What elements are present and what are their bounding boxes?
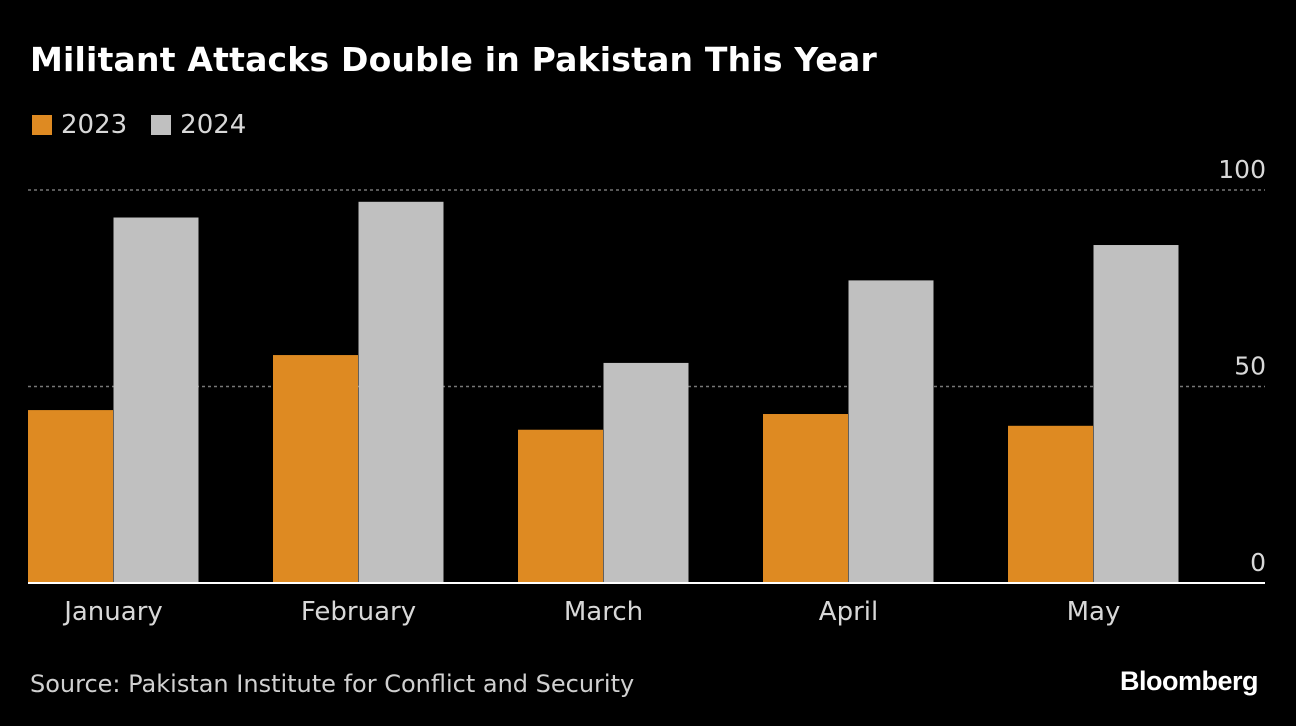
bar-chart: 0 50 100 January February March April May: [28, 155, 1266, 627]
x-tick-label-january: January: [62, 597, 163, 627]
bar-2024-january: [113, 217, 199, 583]
y-tick-label-50: 50: [1234, 352, 1266, 381]
legend-item-2024: 2024: [151, 110, 246, 140]
legend-label-2024: 2024: [180, 110, 247, 140]
bar-2023-february: [273, 355, 358, 583]
legend-label-2023: 2023: [61, 110, 128, 140]
source-note: Source: Pakistan Institute for Conflict …: [30, 670, 635, 698]
bar-2024-march: [603, 362, 689, 583]
legend: 2023 2024: [32, 108, 270, 142]
legend-swatch-2023: [32, 115, 52, 135]
x-tick-label-april: April: [819, 597, 878, 627]
legend-swatch-2024: [151, 115, 172, 135]
x-tick-label-may: May: [1067, 597, 1121, 627]
y-tick-label-100: 100: [1218, 155, 1266, 184]
bar-2023-january: [28, 410, 113, 583]
legend-item-2023: 2023: [32, 110, 127, 140]
x-tick-label-march: March: [564, 597, 643, 627]
x-tick-label-february: February: [301, 597, 416, 627]
bar-2024-may: [1093, 245, 1179, 583]
bar-2024-february: [358, 201, 444, 584]
bar-2024-april: [848, 280, 934, 583]
bar-2023-may: [1008, 425, 1093, 583]
bloomberg-logo: Bloomberg: [1119, 666, 1259, 696]
bar-2023-march: [518, 429, 603, 583]
y-tick-label-0: 0: [1250, 548, 1266, 577]
bar-2023-april: [763, 414, 848, 583]
chart-title: Militant Attacks Double in Pakistan This…: [30, 40, 877, 79]
